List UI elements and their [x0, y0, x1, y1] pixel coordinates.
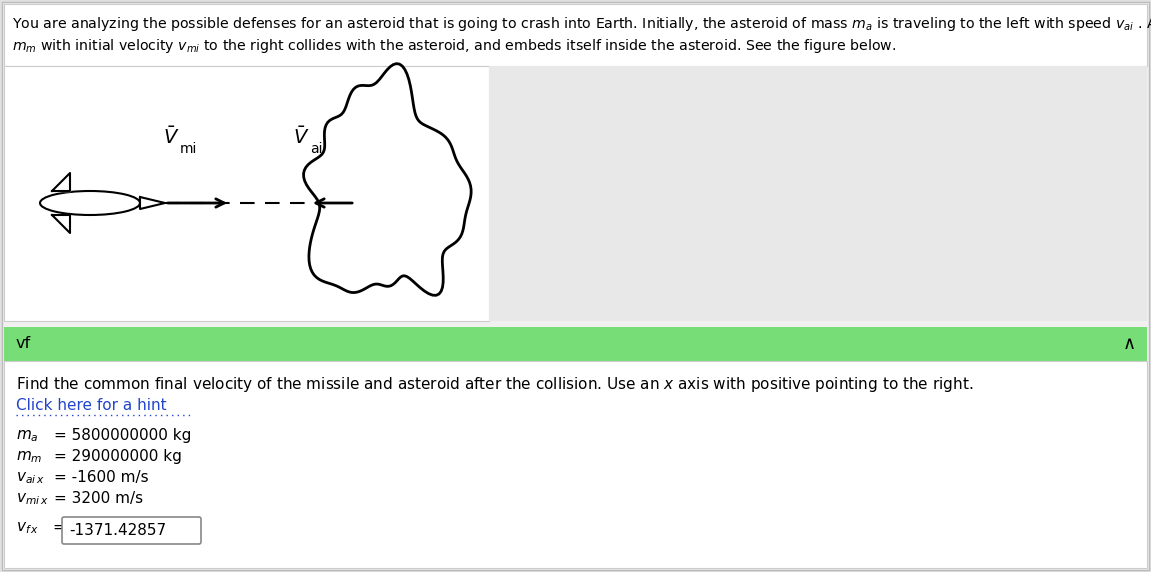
Text: $\bar{V}$: $\bar{V}$	[163, 126, 180, 148]
Bar	[3, 327, 1148, 361]
Bar	[3, 361, 1148, 568]
Text: = -1600 m/s: = -1600 m/s	[54, 470, 148, 485]
Text: -1371.42857: -1371.42857	[69, 523, 166, 538]
Text: = 5800000000 kg: = 5800000000 kg	[54, 428, 191, 443]
Text: = 3200 m/s: = 3200 m/s	[54, 491, 143, 506]
Bar	[3, 66, 489, 321]
Text: You are analyzing the possible defenses for an asteroid that is going to crash i: You are analyzing the possible defenses …	[12, 15, 1151, 33]
Text: Click here for a hint: Click here for a hint	[16, 398, 167, 413]
Text: $v_{mi\,x}$: $v_{mi\,x}$	[16, 491, 48, 507]
Ellipse shape	[40, 191, 140, 215]
Bar	[3, 4, 1148, 66]
Text: $m_a$: $m_a$	[16, 428, 39, 444]
Text: vf: vf	[16, 336, 31, 352]
Text: ai: ai	[310, 142, 322, 156]
FancyBboxPatch shape	[62, 517, 201, 544]
Text: $\bar{V}$: $\bar{V}$	[294, 126, 310, 148]
Text: $m_m$ with initial velocity $v_{mi}$ to the right collides with the asteroid, an: $m_m$ with initial velocity $v_{mi}$ to …	[12, 37, 897, 55]
Text: mi: mi	[180, 142, 197, 156]
Polygon shape	[304, 63, 471, 295]
Polygon shape	[52, 173, 70, 191]
Text: ∧: ∧	[1123, 335, 1136, 353]
Text: $m_m$: $m_m$	[16, 449, 43, 464]
Text: = 290000000 kg: = 290000000 kg	[54, 449, 182, 464]
Text: Find the common final velocity of the missile and asteroid after the collision. : Find the common final velocity of the mi…	[16, 375, 974, 394]
Text: $v_{f\,x}$: $v_{f\,x}$	[16, 520, 39, 536]
Text: =: =	[52, 520, 64, 535]
Polygon shape	[52, 215, 70, 233]
Bar	[489, 66, 1148, 321]
Polygon shape	[140, 197, 165, 209]
Text: $v_{ai\,x}$: $v_{ai\,x}$	[16, 470, 45, 486]
